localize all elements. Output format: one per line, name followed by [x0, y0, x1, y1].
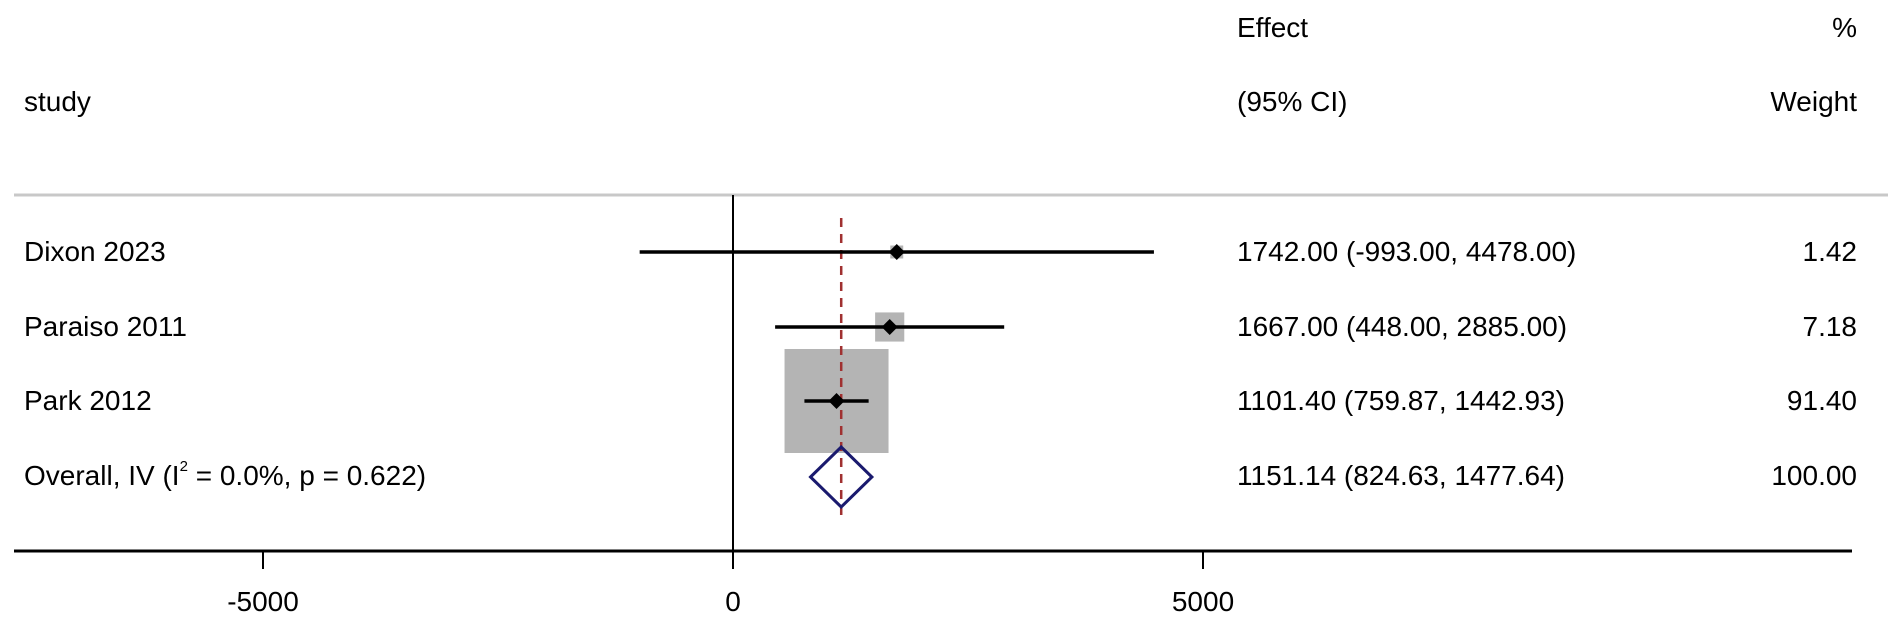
x-tick-label: -5000: [227, 586, 299, 617]
overall-weight: 100.00: [1771, 460, 1857, 491]
header-ci: (95% CI): [1237, 86, 1348, 117]
study-label-park-2012: Park 2012: [24, 385, 152, 416]
header-weight: Weight: [1770, 86, 1857, 117]
x-tick-label: 5000: [1171, 586, 1235, 617]
header-percent: %: [1832, 12, 1857, 43]
study-weight-paraiso-2011: 7.18: [1802, 311, 1858, 342]
overall-diamond: [808, 444, 875, 510]
estimate-marker: [888, 244, 905, 260]
x-tick-label: 0: [725, 586, 741, 617]
overall-ci: 1151.14 (824.63, 1477.64): [1237, 460, 1565, 491]
study-label-paraiso-2011: Paraiso 2011: [24, 311, 187, 342]
study-ci-dixon-2023: 1742.00 (-993.00, 4478.00): [1237, 236, 1577, 267]
study-ci-paraiso-2011: 1667.00 (448.00, 2885.00): [1237, 311, 1568, 342]
estimate-marker: [881, 319, 898, 335]
header-study: study: [24, 86, 91, 117]
study-label-dixon-2023: Dixon 2023: [24, 236, 166, 267]
study-weight-dixon-2023: 1.42: [1802, 236, 1858, 267]
study-weight-park-2012: 91.40: [1786, 385, 1857, 416]
study-ci-park-2012: 1101.40 (759.87, 1442.93): [1237, 385, 1565, 416]
overall-label: Overall, IV (I2 = 0.0%, p = 0.622): [24, 457, 427, 491]
estimate-marker: [828, 393, 845, 409]
header-effect: Effect: [1237, 12, 1309, 43]
